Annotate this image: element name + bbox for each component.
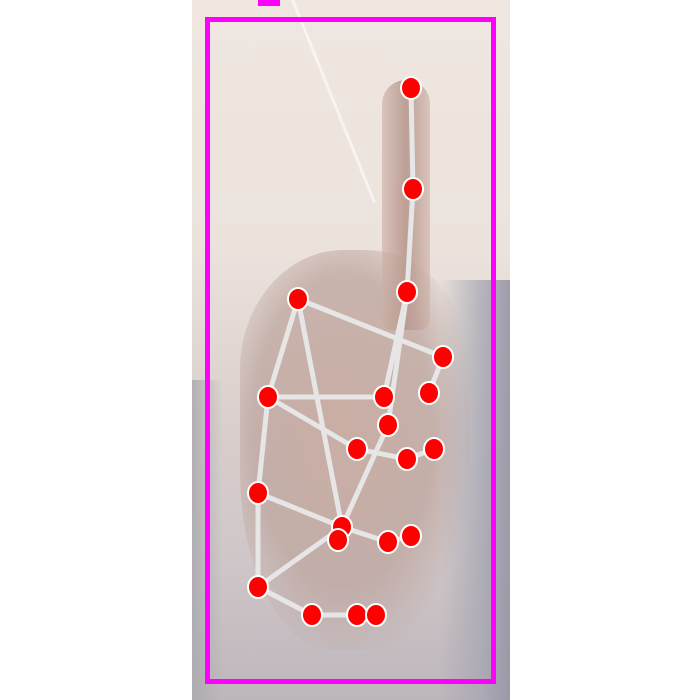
skeleton-connection — [265, 394, 360, 452]
hand-keypoint — [377, 413, 399, 437]
hand-keypoint — [377, 530, 399, 554]
skeleton-connection — [255, 490, 345, 530]
hand-keypoint — [301, 603, 323, 627]
hand-keypoint — [346, 437, 368, 461]
hand-keypoint — [400, 76, 422, 100]
hand-keypoint — [257, 385, 279, 409]
skeleton-connection — [295, 296, 446, 360]
skeleton-connection — [255, 394, 271, 496]
hand-keypoint — [373, 385, 395, 409]
skeleton-connection — [381, 289, 410, 400]
hand-keypoint — [287, 287, 309, 311]
hand-keypoint — [418, 381, 440, 405]
hand-keypoint — [400, 524, 422, 548]
hand-keypoint — [327, 528, 349, 552]
hand-keypoint — [247, 481, 269, 505]
hand-keypoint — [346, 603, 368, 627]
skeleton-connection — [265, 296, 301, 400]
skeleton-connection — [408, 85, 416, 192]
skeleton-connection — [295, 296, 345, 530]
hand-keypoint — [365, 603, 387, 627]
hand-bounding-box — [205, 17, 496, 684]
hand-keypoint — [402, 177, 424, 201]
bounding-box-label-tab — [258, 0, 280, 6]
hand-keypoint — [247, 575, 269, 599]
hand-keypoint — [423, 437, 445, 461]
skeleton-connection — [339, 422, 391, 530]
hand-keypoint — [396, 447, 418, 471]
skeleton-connection — [404, 186, 416, 295]
hand-keypoint — [396, 280, 418, 304]
hand-keypoint — [432, 345, 454, 369]
